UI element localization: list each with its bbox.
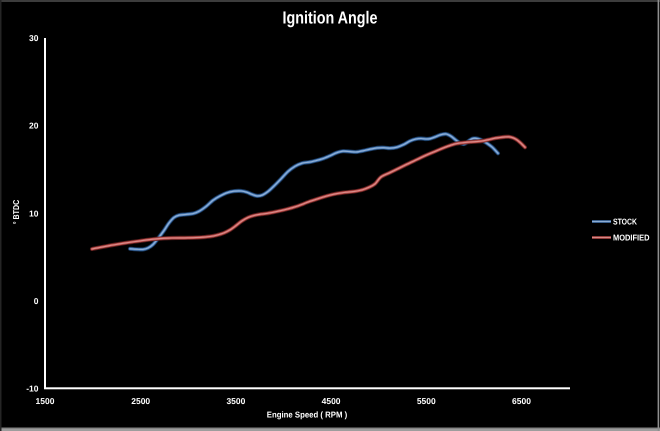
svg-text:Ignition Angle: Ignition Angle xyxy=(283,8,378,28)
svg-text:30: 30 xyxy=(29,33,39,43)
svg-text:10: 10 xyxy=(29,208,39,218)
svg-text:6500: 6500 xyxy=(512,396,531,406)
svg-text:4500: 4500 xyxy=(322,396,341,406)
svg-text:-10: -10 xyxy=(26,384,39,394)
svg-text:2500: 2500 xyxy=(131,396,150,406)
svg-text:Engine Speed ( RPM ): Engine Speed ( RPM ) xyxy=(267,410,348,420)
svg-text:MODIFIED: MODIFIED xyxy=(613,233,650,243)
svg-text:5500: 5500 xyxy=(417,396,436,406)
svg-text:° BTDC: ° BTDC xyxy=(11,200,21,225)
svg-text:3500: 3500 xyxy=(226,396,245,406)
svg-text:1500: 1500 xyxy=(36,396,55,406)
svg-text:STOCK: STOCK xyxy=(613,217,638,227)
svg-text:20: 20 xyxy=(29,121,39,131)
svg-text:0: 0 xyxy=(34,296,39,306)
